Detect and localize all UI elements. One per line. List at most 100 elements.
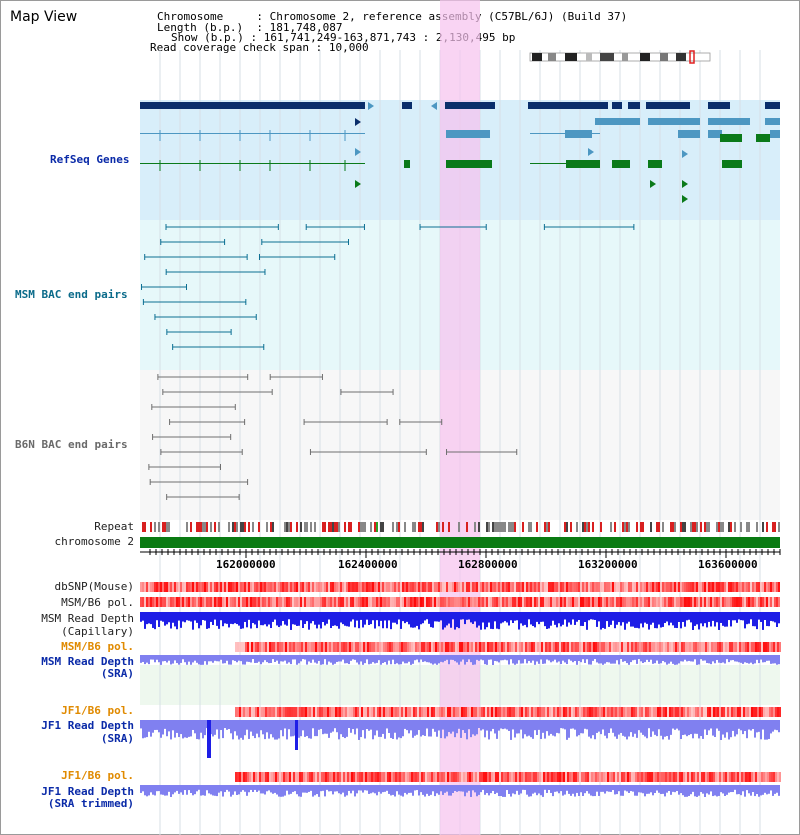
- track-label-jf1-b6-pol-2[interactable]: JF1/B6 pol.: [61, 769, 134, 782]
- jf1-trimmed-depth: [338, 785, 340, 794]
- dbsnp-heat: [518, 582, 520, 592]
- repeat-mark: [334, 522, 336, 532]
- jf1-pol-heat: [315, 707, 317, 717]
- msm-pol-heat: [750, 597, 752, 607]
- msm-pol2-heat: [633, 642, 635, 652]
- track-label-msm-depth-capillary[interactable]: MSM Read Depth: [41, 612, 134, 625]
- dbsnp-heat: [660, 582, 662, 592]
- repeat-mark: [474, 522, 476, 532]
- jf1-pol-heat: [415, 707, 417, 717]
- jf1-sra-depth: [436, 720, 438, 737]
- jf1-sra-depth: [776, 720, 778, 731]
- msm-sra-depth: [656, 655, 658, 661]
- jf1-sra-depth: [474, 720, 476, 736]
- msm-sra-depth: [360, 655, 362, 662]
- msm-pol-heat: [712, 597, 714, 607]
- track-label-jf1-depth-trimmed[interactable]: JF1 Read Depth: [41, 785, 134, 798]
- repeat-mark: [694, 522, 696, 532]
- msm-pol2-heat: [423, 642, 425, 652]
- msm-pol-heat: [602, 597, 604, 607]
- jf1-trimmed-depth: [466, 785, 468, 793]
- msm-capillary-depth: [624, 612, 626, 630]
- jf1-pol2-heat: [293, 772, 295, 782]
- jf1-pol2-heat: [721, 772, 723, 782]
- track-label-msm-depth-sra[interactable]: MSM Read Depth: [41, 655, 134, 668]
- jf1-pol-heat: [563, 707, 565, 717]
- jf1-sra-depth: [622, 720, 624, 736]
- msm-sra-depth: [410, 655, 412, 665]
- msm-capillary-depth: [586, 612, 588, 630]
- msm-pol-heat: [310, 597, 312, 607]
- jf1-sra-depth: [674, 720, 676, 730]
- jf1-trimmed-depth: [262, 785, 264, 794]
- msm-pol2-heat: [763, 642, 765, 652]
- msm-pol2-heat: [395, 642, 397, 652]
- track-label-msm-bac[interactable]: MSM BAC end pairs: [15, 288, 128, 301]
- jf1-pol-heat: [633, 707, 635, 717]
- dbsnp-heat: [774, 582, 776, 592]
- msm-capillary-depth: [484, 612, 486, 630]
- dbsnp-heat: [708, 582, 710, 592]
- msm-sra-depth: [610, 655, 612, 664]
- jf1-sra-depth: [406, 720, 408, 731]
- msm-pol2-heat: [429, 642, 431, 652]
- track-label-dbsnp[interactable]: dbSNP(Mouse): [54, 580, 134, 593]
- jf1-pol2-heat: [747, 772, 749, 782]
- msm-sra-depth: [408, 655, 410, 662]
- jf1-pol-heat: [283, 707, 285, 717]
- jf1-pol2-heat: [737, 772, 739, 782]
- jf1-pol-heat: [705, 707, 707, 717]
- msm-sra-depth: [756, 655, 758, 660]
- track-label-msm-b6-pol[interactable]: MSM/B6 pol.: [61, 596, 134, 609]
- jf1-sra-depth: [274, 720, 276, 740]
- dbsnp-heat: [432, 582, 434, 592]
- jf1-trimmed-depth: [210, 785, 212, 795]
- dbsnp-heat: [480, 582, 482, 592]
- track-label-b6n-bac[interactable]: B6N BAC end pairs: [15, 438, 128, 451]
- jf1-trimmed-depth: [188, 785, 190, 791]
- dbsnp-heat: [290, 582, 292, 592]
- msm-sra-depth: [260, 655, 262, 665]
- jf1-pol2-heat: [611, 772, 613, 782]
- msm-pol-heat: [760, 597, 762, 607]
- jf1-trimmed-depth: [500, 785, 502, 797]
- jf1-pol-heat: [431, 707, 433, 717]
- msm-pol-heat: [426, 597, 428, 607]
- jf1-trimmed-depth: [242, 785, 244, 791]
- msm-sra-depth: [206, 655, 208, 665]
- msm-pol2-heat: [263, 642, 265, 652]
- msm-pol-heat: [656, 597, 658, 607]
- track-label-repeat[interactable]: Repeat: [94, 520, 134, 533]
- jf1-trimmed-depth: [518, 785, 520, 795]
- track-label-refseq[interactable]: RefSeq Genes: [50, 153, 130, 166]
- jf1-sra-depth: [330, 720, 332, 733]
- jf1-pol-heat: [263, 707, 265, 717]
- jf1-pol-heat: [557, 707, 559, 717]
- dbsnp-heat: [416, 582, 418, 592]
- repeat-mark: [530, 522, 532, 532]
- track-label-jf1-b6-pol[interactable]: JF1/B6 pol.: [61, 704, 134, 717]
- jf1-sra-depth: [514, 720, 516, 738]
- msm-pol2-heat: [725, 642, 727, 652]
- jf1-sra-depth: [630, 720, 632, 733]
- track-label-chromosome[interactable]: chromosome 2: [54, 535, 134, 548]
- track-label-msm-b6-pol-2[interactable]: MSM/B6 pol.: [61, 640, 134, 653]
- dbsnp-heat: [646, 582, 648, 592]
- msm-pol-heat: [746, 597, 748, 607]
- jf1-sra-depth: [736, 720, 738, 735]
- dbsnp-heat: [300, 582, 302, 592]
- msm-sra-depth: [278, 655, 280, 664]
- msm-capillary-depth: [458, 612, 460, 629]
- msm-pol2-heat: [479, 642, 481, 652]
- jf1-pol2-heat: [291, 772, 293, 782]
- jf1-pol2-heat: [463, 772, 465, 782]
- jf1-trimmed-depth: [720, 785, 722, 793]
- msm-sra-depth: [200, 655, 202, 665]
- repeat-mark: [242, 522, 244, 532]
- msm-pol-heat: [282, 597, 284, 607]
- msm-sra-depth: [470, 655, 472, 663]
- msm-capillary-depth: [380, 612, 382, 621]
- jf1-trimmed-depth: [716, 785, 718, 797]
- track-label-jf1-depth-sra[interactable]: JF1 Read Depth: [41, 719, 134, 732]
